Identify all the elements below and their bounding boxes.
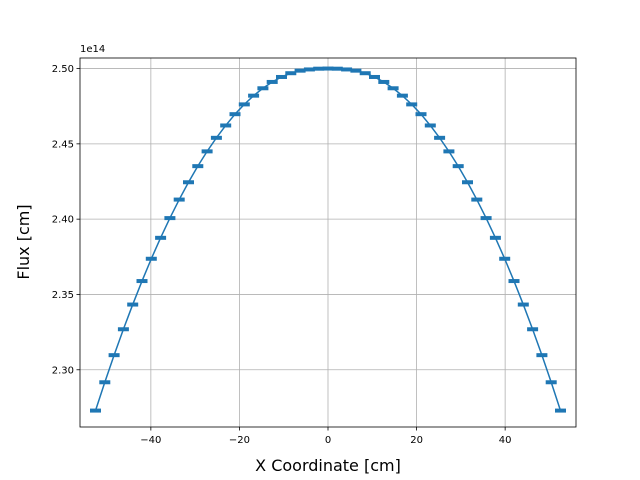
x-axis-label: X Coordinate [cm]: [255, 456, 401, 475]
x-tick-label: 20: [410, 435, 423, 446]
x-tick-label: −20: [229, 435, 250, 446]
y-tick-label: 2.40: [52, 215, 74, 226]
y-offset-label: 1e14: [80, 44, 105, 55]
y-tick-label: 2.50: [52, 64, 74, 75]
y-tick-label: 2.30: [52, 365, 74, 376]
x-tick-label: −40: [140, 435, 161, 446]
x-tick-label: 40: [499, 435, 512, 446]
y-tick-label: 2.45: [52, 139, 74, 150]
y-tick-label: 2.35: [52, 290, 74, 301]
series-group: [90, 66, 566, 413]
y-axis-ticks: 2.30 2.35 2.40 2.45 2.50: [52, 64, 80, 376]
x-tick-label: 0: [325, 435, 331, 446]
x-axis-ticks: −40 −20 0 20 40: [140, 427, 512, 446]
y-axis-label: Flux [cm]: [14, 204, 33, 279]
